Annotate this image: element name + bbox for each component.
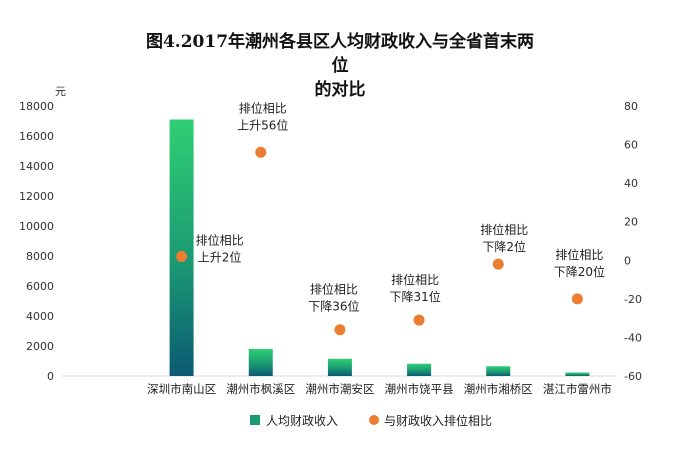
y-left-unit-label: 元 <box>55 85 66 98</box>
legend-swatch-bar <box>250 415 260 425</box>
y-left-tick-label: 2000 <box>26 340 54 353</box>
x-tick-label: 潮州市潮安区 <box>305 382 374 396</box>
scatter-point <box>571 293 583 305</box>
annotation-label: 下降20位 <box>554 264 605 279</box>
x-tick-label: 深圳市南山区 <box>147 382 216 396</box>
y-right-tick-label: 20 <box>624 216 638 229</box>
legend-label-dot: 与财政收入排位相比 <box>384 413 492 428</box>
chart-title-line-2: 位 <box>331 56 349 76</box>
bar <box>486 366 511 376</box>
y-right-tick-label: -20 <box>624 293 642 306</box>
y-right-tick-label: 0 <box>624 254 631 267</box>
scatter-point <box>492 258 504 270</box>
y-left-tick-label: 4000 <box>26 310 54 323</box>
y-left-tick-label: 12000 <box>19 190 54 203</box>
annotation-label: 下降31位 <box>389 289 440 304</box>
x-tick-label: 潮州市湘桥区 <box>464 382 533 396</box>
y-right-tick-label: -60 <box>624 370 642 383</box>
scatter-point <box>255 146 267 158</box>
y-right-tick-label: 80 <box>624 100 638 113</box>
annotation-label: 排位相比 <box>480 222 528 237</box>
y-left-tick-label: 18000 <box>19 100 54 113</box>
chart-title: 图4.2017年潮州各县区人均财政收入与全省首末两 位 的对比 <box>80 30 600 102</box>
x-tick-label: 湛江市雷州市 <box>543 382 612 396</box>
bar <box>169 119 194 376</box>
chart-title-line-1: 图4.2017年潮州各县区人均财政收入与全省首末两 <box>145 32 535 52</box>
y-right-tick-label: -40 <box>624 331 642 344</box>
y-right-tick-label: 40 <box>624 177 638 190</box>
bar <box>407 363 432 376</box>
annotation-label: 排位相比 <box>310 282 358 297</box>
chart-title-line-3: 的对比 <box>314 80 366 100</box>
bar <box>565 372 590 376</box>
annotation-label: 下降2位 <box>482 239 526 254</box>
annotation-label: 下降36位 <box>308 299 359 314</box>
legend-swatch-dot <box>369 415 379 425</box>
y-left-tick-label: 16000 <box>19 130 54 143</box>
x-tick-label: 潮州市枫溪区 <box>226 382 295 396</box>
y-left-tick-label: 10000 <box>19 220 54 233</box>
scatter-point <box>334 324 346 336</box>
y-right-tick-label: 60 <box>624 139 638 152</box>
annotation-label: 上升56位 <box>237 117 288 132</box>
y-left-tick-label: 14000 <box>19 160 54 173</box>
scatter-point <box>413 314 425 326</box>
bar <box>248 349 273 376</box>
scatter-point <box>176 250 188 262</box>
annotation-label: 排位相比 <box>391 272 439 287</box>
x-tick-label: 潮州市饶平县 <box>385 382 454 396</box>
legend-label-bar: 人均财政收入 <box>266 414 338 428</box>
annotation-label: 排位相比 <box>196 232 244 247</box>
annotation-label: 排位相比 <box>239 100 287 115</box>
y-left-tick-label: 6000 <box>26 280 54 293</box>
annotation-label: 上升2位 <box>198 249 242 264</box>
y-left-tick-label: 8000 <box>26 250 54 263</box>
y-left-tick-label: 0 <box>47 370 54 383</box>
annotation-label: 排位相比 <box>555 247 603 262</box>
bar <box>327 358 352 376</box>
